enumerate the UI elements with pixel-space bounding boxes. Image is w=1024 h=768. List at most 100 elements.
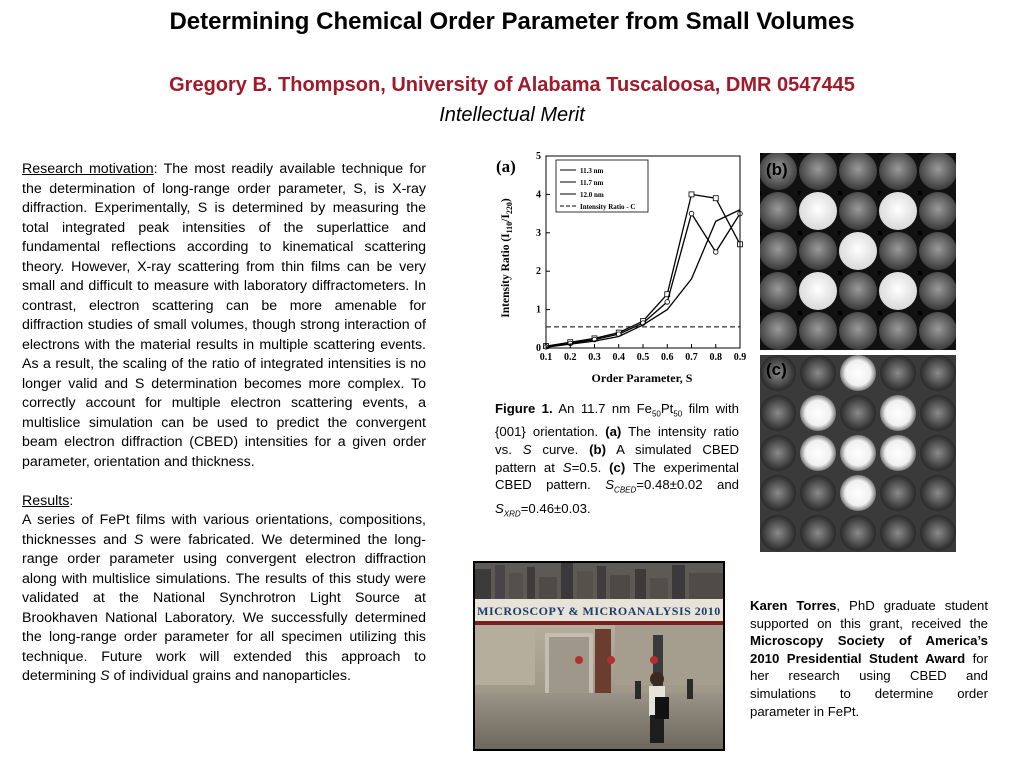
- results-heading: Results: [22, 492, 70, 509]
- cbed-disk: [839, 232, 877, 270]
- cbed-disk: [919, 232, 956, 270]
- cbed-gap: [760, 271, 762, 275]
- conference-photo: Microscopy & Microanalysis 2010: [473, 561, 725, 751]
- cbed-gap: [918, 153, 922, 155]
- y-tick-label: 1: [536, 305, 541, 316]
- cbed-disk: [799, 192, 837, 230]
- cbed-disk: [879, 312, 917, 350]
- award-note: Karen Torres, PhD graduate student suppo…: [750, 597, 988, 720]
- cbed-disk: [840, 435, 876, 471]
- cbed-disk: [760, 153, 797, 190]
- cbed-gap: [760, 231, 762, 235]
- author-line: Gregory B. Thompson, University of Alaba…: [169, 74, 855, 96]
- cbed-gap: [838, 153, 842, 155]
- y-tick-label: 4: [536, 189, 541, 200]
- legend-label: Intensity Ratio - C: [580, 203, 635, 211]
- x-tick-label: 0.1: [540, 352, 553, 363]
- cbed-gap: [760, 153, 762, 155]
- y-tick-label: 0: [536, 343, 541, 354]
- cbed-disk: [919, 312, 956, 350]
- simulated-cbed-image: (b): [760, 153, 956, 350]
- cbed-disk: [840, 515, 876, 551]
- cbed-disk: [760, 515, 796, 551]
- panel-a-label: (a): [496, 157, 516, 176]
- data-point: [713, 249, 719, 255]
- cbed-disk: [839, 153, 877, 190]
- cbed-disk: [880, 435, 916, 471]
- cbed-gap: [760, 191, 762, 195]
- intensity-ratio-chart: (a) 0.1 0.2 0.3 0.4 0.5 0.6 0.7 0.8 0.9 0 1 2 3 4 5 11…: [496, 151, 747, 385]
- awardee-name: Karen Torres: [750, 598, 837, 613]
- cbed-gap: [918, 271, 922, 275]
- results-colon: :: [69, 492, 74, 509]
- cbed-gap: [878, 231, 882, 235]
- x-tick-label: 0.8: [710, 352, 723, 363]
- x-tick-label: 0.7: [685, 352, 698, 363]
- cbed-disk: [920, 515, 956, 551]
- x-tick-label: 0.5: [637, 352, 650, 363]
- x-tick-label: 0.3: [588, 352, 601, 363]
- results-s-2: S: [100, 668, 110, 684]
- cbed-disk: [919, 192, 956, 230]
- y-axis-label: Intensity Ratio (I110/I220): [500, 198, 514, 318]
- cbed-gap: [878, 191, 882, 195]
- x-tick-label: 0.6: [661, 352, 674, 363]
- page-title: Determining Chemical Order Parameter fro…: [169, 8, 855, 35]
- cbed-disk: [880, 515, 916, 551]
- cbed-gap: [838, 271, 842, 275]
- legend-label: 11.3 nm: [580, 167, 604, 175]
- award-paragraph: Karen Torres, PhD graduate student suppo…: [750, 597, 988, 720]
- panel-c-label: (c): [766, 360, 787, 379]
- cbed-gap: [878, 271, 882, 275]
- results-text-2: were fabricated. We determined the long-…: [22, 531, 426, 685]
- data-point: [712, 195, 719, 202]
- y-tick-label: 3: [536, 228, 541, 239]
- cbed-disk: [839, 192, 877, 230]
- cbed-disk: [920, 355, 956, 391]
- cbed-disk: [839, 272, 877, 310]
- x-axis-label: Order Parameter, S: [592, 371, 693, 385]
- cbed-disk: [760, 232, 797, 270]
- results-s-1: S: [133, 531, 144, 548]
- cbed-disk: [760, 272, 797, 310]
- y-tick-label: 2: [536, 266, 541, 277]
- legend-label: 11.7 nm: [580, 179, 604, 187]
- results-text-3: of individual grains and nanoparticles.: [109, 668, 351, 684]
- cbed-disk: [840, 355, 876, 391]
- cbed-disk: [879, 153, 917, 190]
- award-title: Microscopy Society of America’s 2010 Pre…: [750, 633, 988, 666]
- cbed-gap: [838, 231, 842, 235]
- cbed-disk: [879, 232, 917, 270]
- cbed-gap: [918, 191, 922, 195]
- experimental-cbed-image: (c): [760, 355, 956, 552]
- series-line-2: [545, 209, 741, 348]
- cbed-gap: [878, 153, 882, 155]
- cbed-gap: [878, 311, 882, 315]
- results-text-1: A series of FePt films with various orie…: [22, 512, 426, 548]
- motivation-paragraph: Research motivation: The most readily av…: [22, 160, 426, 472]
- legend-label: 12.0 nm: [580, 191, 604, 199]
- cbed-disk: [920, 395, 956, 431]
- cbed-disk: [799, 272, 837, 310]
- cbed-disk: [800, 355, 836, 391]
- cbed-gap: [798, 311, 802, 315]
- cbed-gap: [918, 231, 922, 235]
- cbed-disk: [880, 355, 916, 391]
- cbed-disk: [800, 475, 836, 511]
- motivation-heading: Research motivation: [22, 161, 154, 177]
- cbed-disk: [920, 435, 956, 471]
- cbed-disk: [760, 395, 796, 431]
- cbed-disk: [800, 515, 836, 551]
- results-paragraph: A series of FePt films with various orie…: [22, 511, 426, 687]
- x-tick-label: 0.4: [613, 352, 626, 363]
- x-tick-label: 0.9: [734, 352, 747, 363]
- cbed-disk: [840, 395, 876, 431]
- x-tick-label: 0.2: [564, 352, 577, 363]
- award-text-2: for her research using CBED and simulati…: [750, 650, 988, 719]
- cbed-gap: [798, 153, 802, 155]
- results-heading-line: Results:: [22, 492, 426, 512]
- data-point: [688, 191, 695, 198]
- cbed-gap: [798, 271, 802, 275]
- cbed-disk: [760, 192, 797, 230]
- cbed-gap: [798, 191, 802, 195]
